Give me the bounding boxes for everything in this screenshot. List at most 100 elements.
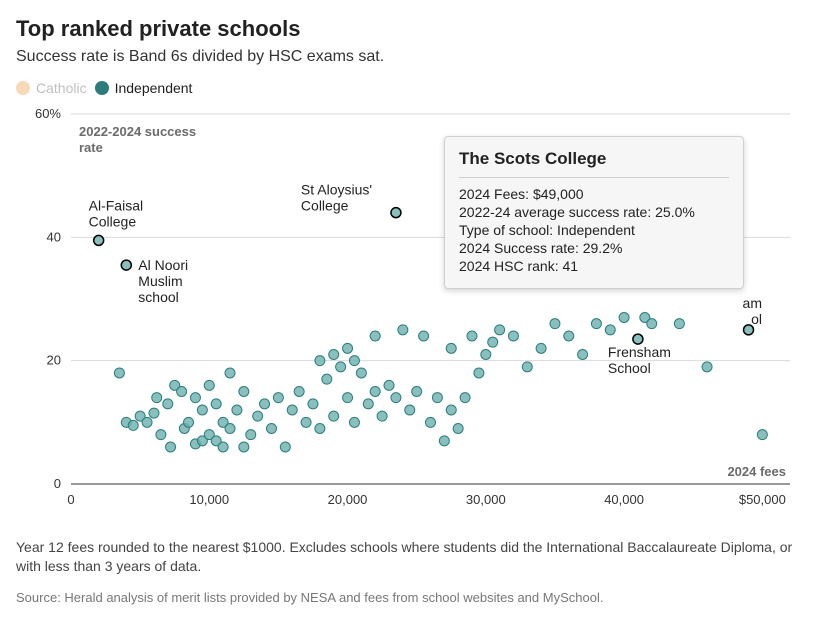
data-point[interactable]	[536, 343, 546, 353]
legend-swatch	[16, 81, 30, 95]
data-point[interactable]	[474, 368, 484, 378]
data-point[interactable]	[377, 411, 387, 421]
data-point[interactable]	[488, 337, 498, 347]
data-point[interactable]	[481, 350, 491, 360]
data-point[interactable]	[232, 405, 242, 415]
data-point[interactable]	[702, 362, 712, 372]
data-point[interactable]	[467, 331, 477, 341]
data-point[interactable]	[114, 368, 124, 378]
svg-text:ol: ol	[751, 311, 762, 327]
chart-source: Source: Herald analysis of merit lists p…	[16, 590, 810, 605]
data-point[interactable]	[329, 350, 339, 360]
data-point[interactable]	[384, 380, 394, 390]
data-point[interactable]	[287, 405, 297, 415]
data-point[interactable]	[225, 424, 235, 434]
svg-text:Al Noori: Al Noori	[138, 257, 188, 273]
legend-item[interactable]: Independent	[95, 80, 193, 96]
data-point[interactable]	[453, 424, 463, 434]
data-point[interactable]	[419, 331, 429, 341]
data-point[interactable]	[405, 405, 415, 415]
svg-text:0: 0	[54, 476, 61, 491]
data-point[interactable]	[349, 356, 359, 366]
svg-text:0: 0	[67, 492, 74, 507]
svg-text:40,000: 40,000	[604, 492, 644, 507]
chart-container: 0204060%010,00020,00030,00040,000$50,000…	[16, 104, 810, 524]
legend-swatch	[95, 81, 109, 95]
data-point[interactable]	[391, 393, 401, 403]
data-point[interactable]	[294, 387, 304, 397]
data-point[interactable]	[356, 368, 366, 378]
data-point[interactable]	[674, 319, 684, 329]
data-point[interactable]	[370, 331, 380, 341]
data-point[interactable]	[197, 405, 207, 415]
data-point[interactable]	[446, 405, 456, 415]
data-point[interactable]	[273, 393, 283, 403]
data-point[interactable]	[591, 319, 601, 329]
data-point[interactable]	[363, 399, 373, 409]
data-point[interactable]	[322, 374, 332, 384]
data-point[interactable]	[564, 331, 574, 341]
data-point[interactable]	[633, 334, 643, 344]
data-point[interactable]	[329, 411, 339, 421]
data-point[interactable]	[336, 362, 346, 372]
data-point[interactable]	[343, 343, 353, 353]
data-point[interactable]	[166, 442, 176, 452]
data-point[interactable]	[260, 399, 270, 409]
svg-text:30,000: 30,000	[466, 492, 506, 507]
data-point[interactable]	[152, 393, 162, 403]
data-point[interactable]	[446, 343, 456, 353]
data-point[interactable]	[349, 417, 359, 427]
chart-footnote: Year 12 fees rounded to the nearest $100…	[16, 538, 810, 576]
tooltip-title: The Scots College	[459, 149, 729, 169]
data-point[interactable]	[149, 408, 159, 418]
data-point[interactable]	[301, 417, 311, 427]
data-point[interactable]	[550, 319, 560, 329]
data-point[interactable]	[225, 368, 235, 378]
svg-text:rate: rate	[79, 140, 103, 155]
tooltip-row: 2024 HSC rank: 41	[459, 258, 729, 274]
svg-text:40: 40	[47, 229, 61, 244]
data-point[interactable]	[94, 235, 104, 245]
data-point[interactable]	[128, 420, 138, 430]
data-point[interactable]	[619, 313, 629, 323]
svg-text:Al-Faisal: Al-Faisal	[89, 197, 143, 213]
data-point[interactable]	[508, 331, 518, 341]
data-point[interactable]	[370, 387, 380, 397]
data-point[interactable]	[156, 430, 166, 440]
data-point[interactable]	[432, 393, 442, 403]
data-point[interactable]	[308, 399, 318, 409]
data-point[interactable]	[426, 417, 436, 427]
data-point[interactable]	[439, 436, 449, 446]
data-point[interactable]	[211, 399, 221, 409]
data-point[interactable]	[495, 325, 505, 335]
data-point[interactable]	[280, 442, 290, 452]
data-point[interactable]	[757, 430, 767, 440]
data-point[interactable]	[177, 387, 187, 397]
data-point[interactable]	[239, 442, 249, 452]
data-point[interactable]	[163, 399, 173, 409]
data-point[interactable]	[190, 393, 200, 403]
data-point[interactable]	[398, 325, 408, 335]
data-point[interactable]	[315, 356, 325, 366]
data-point[interactable]	[647, 319, 657, 329]
data-point[interactable]	[142, 417, 152, 427]
data-point[interactable]	[605, 325, 615, 335]
data-point[interactable]	[578, 350, 588, 360]
data-point[interactable]	[522, 362, 532, 372]
data-point[interactable]	[239, 387, 249, 397]
data-point[interactable]	[184, 417, 194, 427]
data-point[interactable]	[246, 430, 256, 440]
data-point[interactable]	[121, 260, 131, 270]
data-point[interactable]	[460, 393, 470, 403]
data-point[interactable]	[343, 393, 353, 403]
data-point[interactable]	[412, 387, 422, 397]
data-point[interactable]	[266, 424, 276, 434]
svg-text:School: School	[608, 360, 651, 376]
data-point[interactable]	[253, 411, 263, 421]
data-point[interactable]	[218, 442, 228, 452]
data-point[interactable]	[391, 208, 401, 218]
svg-text:2024 fees: 2024 fees	[727, 464, 786, 479]
legend-item[interactable]: Catholic	[16, 80, 87, 96]
data-point[interactable]	[315, 424, 325, 434]
data-point[interactable]	[204, 380, 214, 390]
